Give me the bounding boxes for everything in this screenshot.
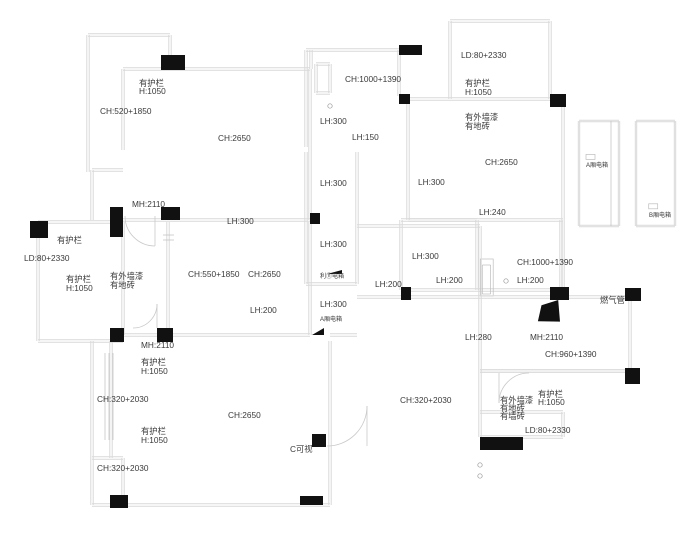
svg-text:CH:320+2030: CH:320+2030	[97, 394, 149, 404]
svg-text:CH:320+2030: CH:320+2030	[400, 395, 452, 405]
svg-text:LH:150: LH:150	[352, 132, 379, 142]
svg-text:MH:2110: MH:2110	[132, 199, 165, 209]
svg-text:LH:300: LH:300	[227, 216, 254, 226]
svg-text:H:1050: H:1050	[465, 87, 492, 97]
svg-text:LH:300: LH:300	[412, 251, 439, 261]
svg-text:LD:80+2330: LD:80+2330	[461, 50, 507, 60]
svg-text:CH:2650: CH:2650	[485, 157, 518, 167]
svg-text:C可视: C可视	[290, 444, 313, 454]
svg-text:LH:280: LH:280	[465, 332, 492, 342]
svg-text:LH:200: LH:200	[250, 305, 277, 315]
svg-text:LH:200: LH:200	[436, 275, 463, 285]
svg-text:H:1050: H:1050	[139, 86, 166, 96]
svg-text:CH:1000+1390: CH:1000+1390	[345, 74, 401, 84]
svg-text:MH:2110: MH:2110	[530, 332, 563, 342]
svg-text:LH:300: LH:300	[320, 116, 347, 126]
svg-text:CH:320+2030: CH:320+2030	[97, 463, 149, 473]
svg-text:CH:2650: CH:2650	[248, 269, 281, 279]
svg-text:LH:300: LH:300	[320, 239, 347, 249]
svg-text:CH:960+1390: CH:960+1390	[545, 349, 597, 359]
svg-text:LD:80+2330: LD:80+2330	[525, 425, 571, 435]
svg-text:B厢电箱: B厢电箱	[649, 211, 671, 219]
svg-text:H:1050: H:1050	[141, 435, 168, 445]
svg-text:LH:300: LH:300	[418, 177, 445, 187]
svg-text:CH:2650: CH:2650	[218, 133, 251, 143]
svg-text:LH:240: LH:240	[479, 207, 506, 217]
svg-text:燃气管: 燃气管	[600, 295, 625, 305]
svg-text:有地砖: 有地砖	[110, 280, 135, 290]
svg-text:CH:1000+1390: CH:1000+1390	[517, 257, 573, 267]
svg-text:利⑪电箱: 利⑪电箱	[320, 272, 344, 280]
svg-text:有护栏: 有护栏	[57, 235, 82, 245]
svg-text:CH:550+1850: CH:550+1850	[188, 269, 240, 279]
svg-text:LD:80+2330: LD:80+2330	[24, 253, 70, 263]
svg-text:H:1050: H:1050	[538, 397, 565, 407]
svg-text:LH:300: LH:300	[320, 299, 347, 309]
svg-text:CH:520+1850: CH:520+1850	[100, 106, 152, 116]
svg-text:A厢电箱: A厢电箱	[586, 161, 608, 169]
svg-text:CH:2650: CH:2650	[228, 410, 261, 420]
svg-text:有地砖: 有地砖	[465, 121, 490, 131]
svg-text:LH:300: LH:300	[320, 178, 347, 188]
svg-text:MH:2110: MH:2110	[141, 340, 174, 350]
svg-text:LH:200: LH:200	[375, 279, 402, 289]
svg-text:A厢电箱: A厢电箱	[320, 315, 342, 323]
svg-text:H:1050: H:1050	[141, 366, 168, 376]
svg-text:LH:200: LH:200	[517, 275, 544, 285]
svg-text:H:1050: H:1050	[66, 283, 93, 293]
svg-text:有墙砖: 有墙砖	[500, 411, 525, 421]
